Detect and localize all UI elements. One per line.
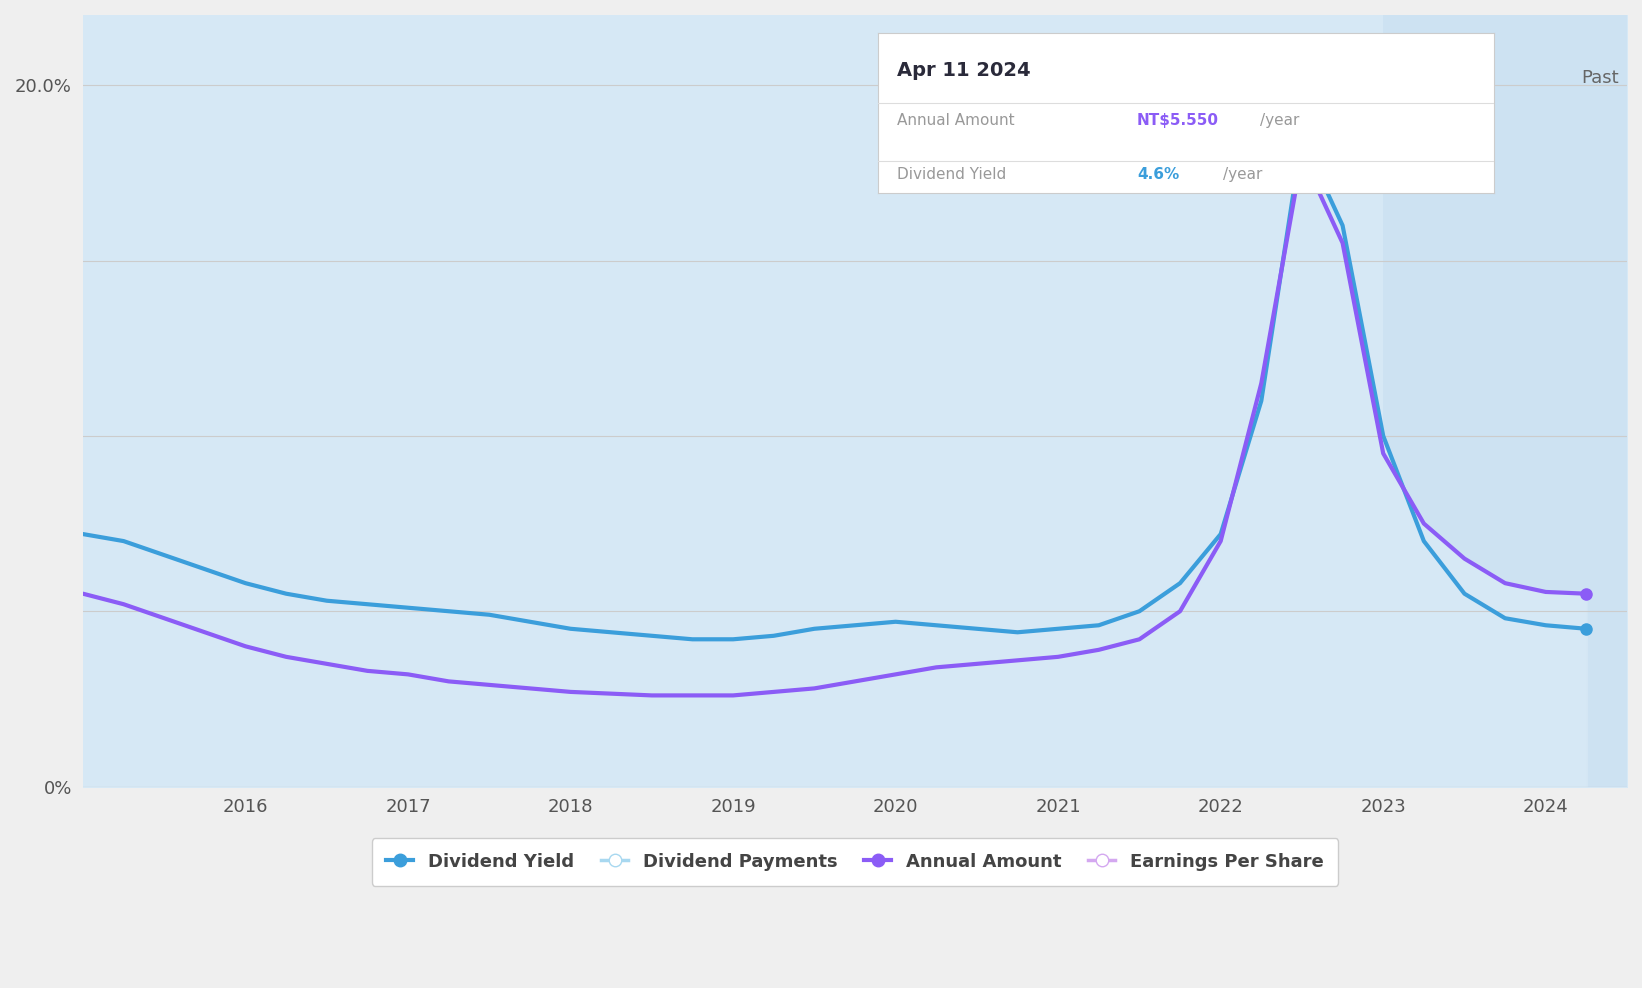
Text: 4.6%: 4.6% [1138, 167, 1179, 182]
Text: /year: /year [1261, 113, 1299, 127]
Text: Annual Amount: Annual Amount [897, 113, 1015, 127]
Text: NT$5.550: NT$5.550 [1138, 113, 1218, 127]
Bar [1383, 15, 1627, 786]
Text: Dividend Yield: Dividend Yield [897, 167, 1007, 182]
Legend: Dividend Yield, Dividend Payments, Annual Amount, Earnings Per Share: Dividend Yield, Dividend Payments, Annua… [371, 839, 1338, 885]
Text: Apr 11 2024: Apr 11 2024 [897, 61, 1031, 80]
Text: Past: Past [1581, 69, 1619, 87]
Text: /year: /year [1223, 167, 1263, 182]
